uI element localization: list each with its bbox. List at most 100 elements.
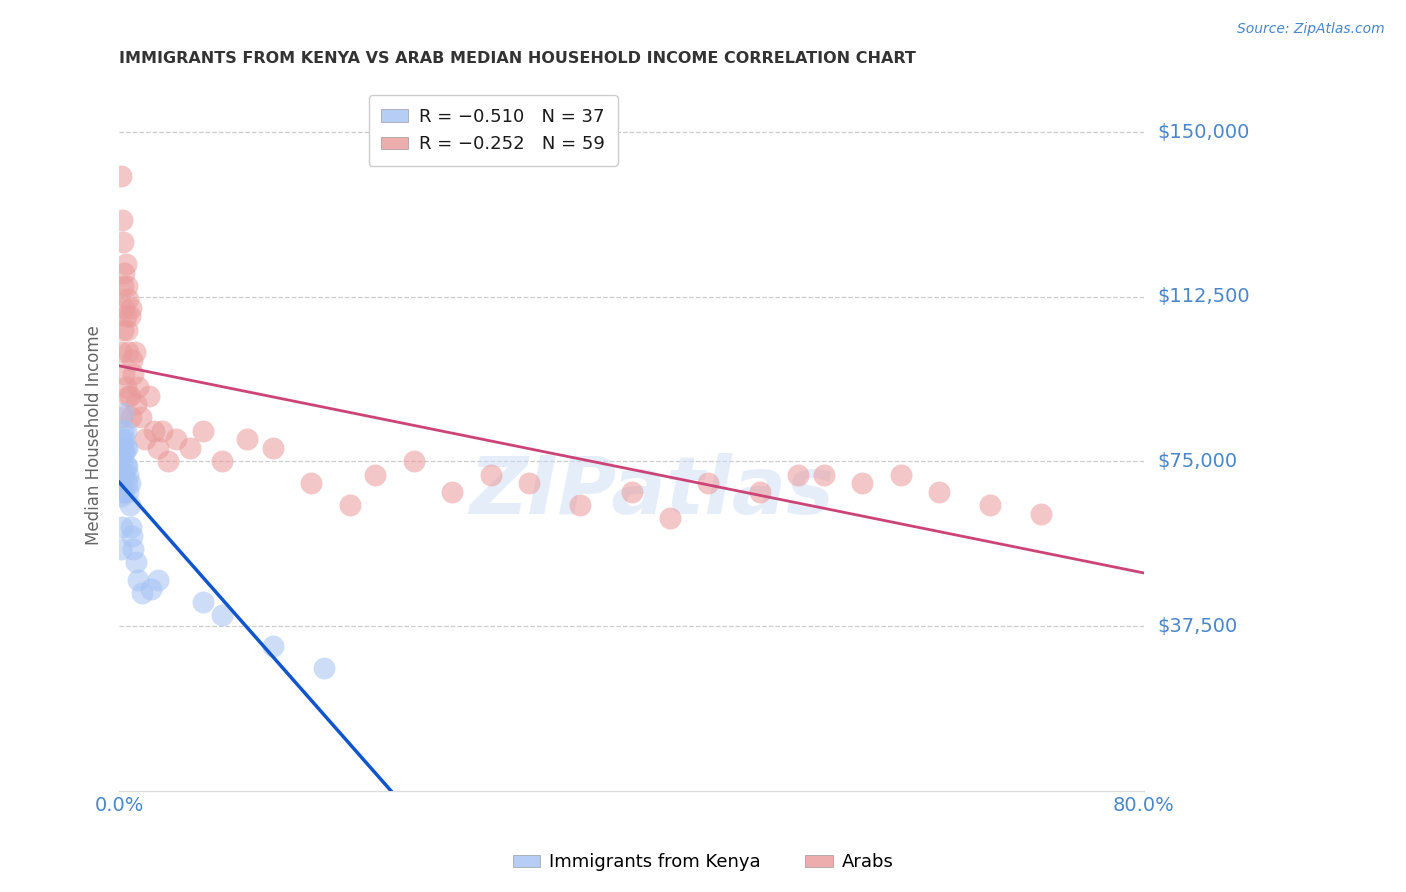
Point <box>262 441 284 455</box>
Point <box>141 582 163 596</box>
Point <box>979 498 1001 512</box>
Point <box>111 212 134 227</box>
Point <box>112 485 135 500</box>
Point <box>928 485 950 500</box>
Point <box>120 520 142 534</box>
Point <box>697 476 720 491</box>
Point <box>339 498 361 512</box>
Point <box>112 467 135 482</box>
Point <box>138 388 160 402</box>
Point <box>659 511 682 525</box>
Text: IMMIGRANTS FROM KENYA VS ARAB MEDIAN HOUSEHOLD INCOME CORRELATION CHART: IMMIGRANTS FROM KENYA VS ARAB MEDIAN HOU… <box>120 51 917 66</box>
Point <box>111 410 134 425</box>
Point <box>191 424 214 438</box>
Point <box>112 406 135 420</box>
Point <box>620 485 643 500</box>
Point <box>115 476 138 491</box>
Point <box>114 441 136 455</box>
Point <box>156 454 179 468</box>
Text: $37,500: $37,500 <box>1157 616 1239 635</box>
Point <box>112 467 135 482</box>
Text: Source: ZipAtlas.com: Source: ZipAtlas.com <box>1237 22 1385 37</box>
Point <box>117 344 139 359</box>
Point <box>191 595 214 609</box>
Point <box>112 323 135 337</box>
Point <box>122 542 145 557</box>
Point <box>121 353 143 368</box>
Point <box>517 476 540 491</box>
Point <box>115 278 138 293</box>
Point <box>114 310 136 324</box>
Point <box>129 410 152 425</box>
Text: ZIPatlas: ZIPatlas <box>470 453 835 531</box>
Point <box>110 463 132 477</box>
Text: $112,500: $112,500 <box>1157 287 1250 306</box>
Point <box>112 278 135 293</box>
Legend: Immigrants from Kenya, Arabs: Immigrants from Kenya, Arabs <box>505 847 901 879</box>
Point <box>112 266 135 280</box>
Point <box>127 380 149 394</box>
Point <box>364 467 387 482</box>
Point <box>110 542 132 557</box>
Point <box>165 433 187 447</box>
Text: $75,000: $75,000 <box>1157 452 1237 471</box>
Point <box>569 498 592 512</box>
Point <box>118 476 141 491</box>
Point <box>134 433 156 447</box>
Point <box>146 441 169 455</box>
Point <box>889 467 911 482</box>
Point <box>114 380 136 394</box>
Point <box>299 476 322 491</box>
Point <box>120 301 142 315</box>
Point <box>121 529 143 543</box>
Point <box>851 476 873 491</box>
Point <box>117 485 139 500</box>
Point <box>118 498 141 512</box>
Point <box>114 257 136 271</box>
Point <box>236 433 259 447</box>
Point <box>118 310 141 324</box>
Point <box>120 410 142 425</box>
Point <box>110 490 132 504</box>
Point <box>114 458 136 473</box>
Point <box>115 458 138 473</box>
Y-axis label: Median Household Income: Median Household Income <box>86 325 103 545</box>
Point <box>211 454 233 468</box>
Point <box>112 433 135 447</box>
Point <box>117 467 139 482</box>
Point <box>124 344 146 359</box>
Point <box>479 467 502 482</box>
Point <box>112 445 135 459</box>
Point <box>118 388 141 402</box>
Point <box>179 441 201 455</box>
Point <box>115 441 138 455</box>
Legend: R = −0.510   N = 37, R = −0.252   N = 59: R = −0.510 N = 37, R = −0.252 N = 59 <box>368 95 617 166</box>
Point <box>441 485 464 500</box>
Point <box>787 467 810 482</box>
Point <box>117 292 139 306</box>
Point <box>112 367 135 381</box>
Point <box>112 235 135 249</box>
Point <box>127 573 149 587</box>
Point <box>122 367 145 381</box>
Point <box>813 467 835 482</box>
Point <box>131 586 153 600</box>
Point <box>114 424 136 438</box>
Point <box>211 608 233 623</box>
Point <box>1031 507 1053 521</box>
Point <box>314 661 336 675</box>
Point <box>111 520 134 534</box>
Point <box>111 485 134 500</box>
Point <box>112 441 135 455</box>
Point <box>146 573 169 587</box>
Point <box>125 555 148 569</box>
Point <box>115 323 138 337</box>
Point <box>111 433 134 447</box>
Point <box>112 424 135 438</box>
Point <box>117 388 139 402</box>
Point <box>111 454 134 468</box>
Point <box>748 485 770 500</box>
Point <box>402 454 425 468</box>
Point <box>110 344 132 359</box>
Text: $150,000: $150,000 <box>1157 122 1250 142</box>
